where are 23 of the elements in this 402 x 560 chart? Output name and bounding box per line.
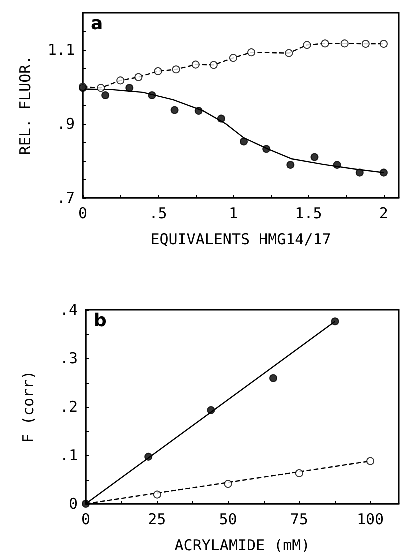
x-tick-label: 25 [148,510,166,528]
y-tick-label: .1 [60,446,78,464]
x-tick-label: 1.5 [295,204,322,222]
y-tick-label: .4 [60,301,78,319]
x-tick-label: 100 [357,510,384,528]
x-tick-label: 2 [379,204,388,222]
y-axis-title: REL. FLUOR. [16,56,34,156]
annotation: a [91,14,104,34]
y-tick-label: .3 [60,350,78,368]
x-tick-label: 75 [290,510,308,528]
y-tick-label: .7 [56,189,75,207]
x-tick-label: .5 [149,204,168,222]
annotation: b [94,310,107,332]
x-axis-title: EQUIVALENTS HMG14/17 [150,230,332,248]
y-tick-label: .9 [56,115,75,133]
y-tick-label: 0 [68,495,78,513]
y-tick-label: 1.1 [48,41,75,59]
x-tick-label: 1 [228,204,238,222]
x-axis-title: ACRYLAMIDE (mM) [174,536,310,554]
y-tick-label: .2 [60,398,78,416]
x-tick-label: 50 [219,510,238,528]
y-axis-title: F (corr) [20,370,38,444]
x-tick-label: 0 [81,510,91,528]
